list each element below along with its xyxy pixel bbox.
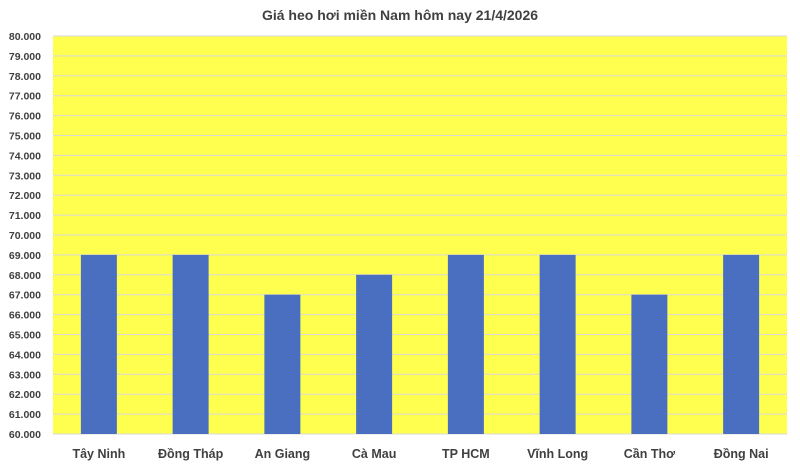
y-tick-label: 79.000 xyxy=(9,51,41,63)
x-tick-label: Cần Thơ xyxy=(624,447,675,461)
gridlines xyxy=(53,35,787,435)
y-tick-label: 71.000 xyxy=(9,210,41,222)
bar xyxy=(447,254,484,434)
y-tick-label: 66.000 xyxy=(9,310,41,322)
bar xyxy=(264,294,301,434)
y-tick-label: 62.000 xyxy=(9,389,41,401)
y-tick-label: 74.000 xyxy=(9,150,41,162)
y-tick-label: 70.000 xyxy=(9,230,41,242)
bar xyxy=(80,254,117,434)
y-tick-label: 64.000 xyxy=(9,349,41,361)
x-tick-label: Đồng Tháp xyxy=(158,447,224,461)
bar xyxy=(631,294,668,434)
y-tick-label: 65.000 xyxy=(9,330,41,342)
y-tick-label: 69.000 xyxy=(9,250,41,262)
y-tick-label: 68.000 xyxy=(9,270,41,282)
bar xyxy=(723,254,760,434)
y-tick-label: 60.000 xyxy=(9,429,41,441)
x-tick-label: Cà Mau xyxy=(352,447,396,461)
x-tick-label: TP HCM xyxy=(442,447,490,461)
y-tick-label: 78.000 xyxy=(9,71,41,83)
y-tick-label: 72.000 xyxy=(9,190,41,202)
y-axis: 60.000 61.000 62.000 63.000 64.000 65.000 66.0… xyxy=(9,31,41,441)
y-tick-label: 67.000 xyxy=(9,290,41,302)
bar xyxy=(172,254,209,434)
x-tick-label: Tây Ninh xyxy=(72,447,125,461)
bar xyxy=(539,254,576,434)
y-tick-label: 76.000 xyxy=(9,111,41,123)
y-tick-label: 63.000 xyxy=(9,369,41,381)
chart-title: Giá heo hơi miền Nam hôm nay 21/4/2026 xyxy=(262,7,538,23)
x-tick-label: An Giang xyxy=(255,447,311,461)
y-tick-label: 75.000 xyxy=(9,131,41,143)
y-tick-label: 61.000 xyxy=(9,409,41,421)
bars xyxy=(80,254,760,434)
y-tick-label: 80.000 xyxy=(9,31,41,43)
x-tick-label: Đồng Nai xyxy=(714,447,769,461)
bar xyxy=(356,274,393,434)
x-tick-label: Vĩnh Long xyxy=(527,447,588,461)
y-tick-label: 77.000 xyxy=(9,91,41,103)
y-tick-label: 73.000 xyxy=(9,170,41,182)
x-axis: Tây Ninh Đồng Tháp An Giang Cà Mau TP HCM Vĩn… xyxy=(72,447,768,461)
